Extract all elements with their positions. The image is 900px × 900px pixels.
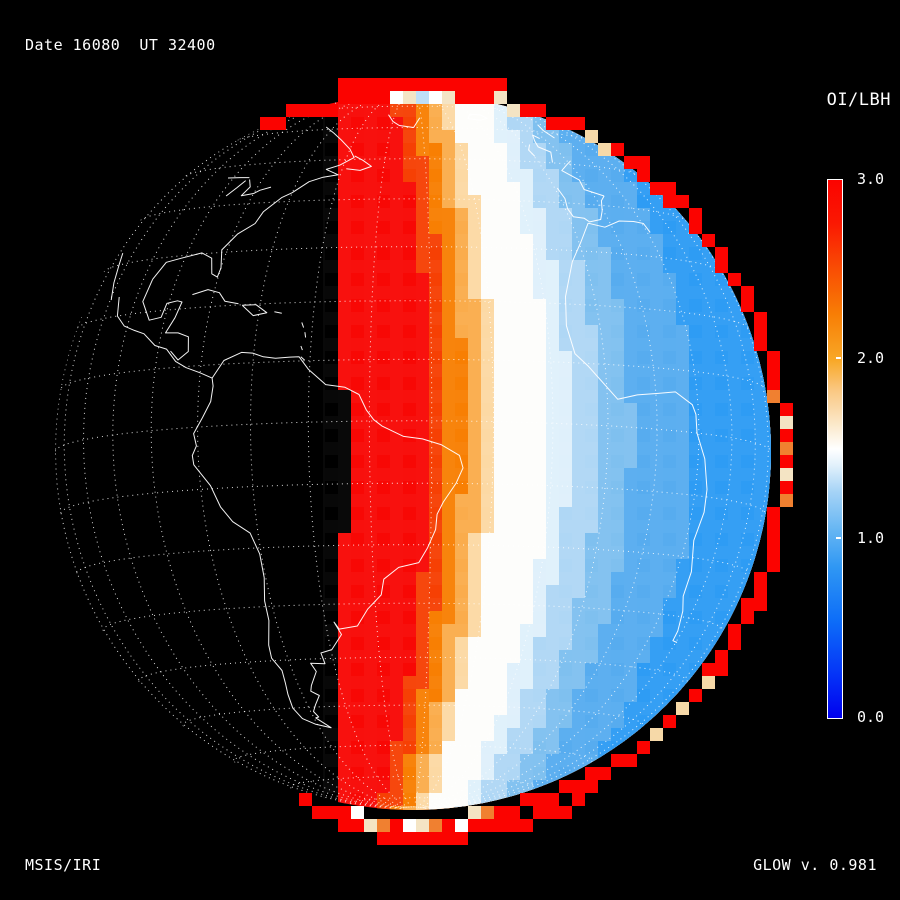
date-ut-label: Date 16080 UT 32400 xyxy=(25,36,216,54)
colorbar-tick-label: 2.0 xyxy=(857,349,885,368)
colorbar-tick-label: 3.0 xyxy=(857,170,885,188)
colorbar-title: OI/LBH xyxy=(826,90,891,110)
graticule xyxy=(55,94,771,809)
model-atmosphere-label: MSIS/IRI xyxy=(25,856,102,874)
limb-ring xyxy=(260,78,793,845)
colorbar-tick-label: 0.0 xyxy=(857,708,885,726)
colorbar-tick-label: 1.0 xyxy=(857,528,885,547)
model-version-label: GLOW v. 0.981 xyxy=(753,856,877,874)
colorbar-tick-mark xyxy=(836,357,841,360)
coastlines xyxy=(110,113,708,729)
colorbar-gradient xyxy=(827,179,843,719)
colorbar-tick-mark xyxy=(836,536,841,539)
